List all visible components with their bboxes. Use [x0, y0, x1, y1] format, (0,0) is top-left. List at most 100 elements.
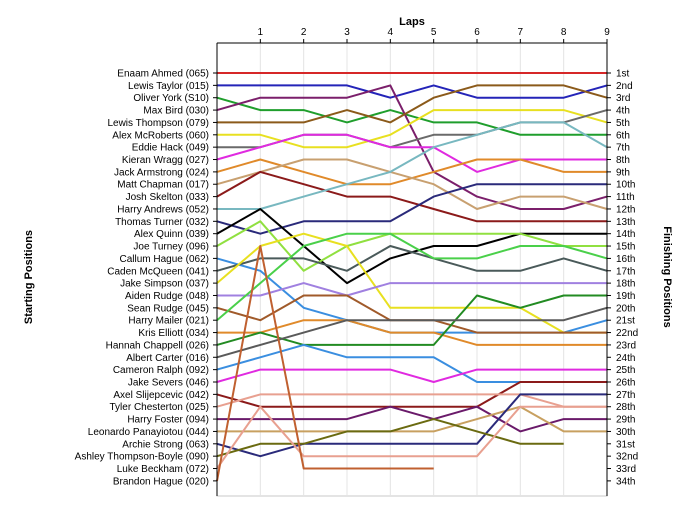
- series-line: [216, 170, 607, 223]
- finishing-position-label: 31st: [616, 439, 635, 450]
- series-line: [217, 319, 607, 346]
- starting-position-label: Hannah Chappell (026): [106, 340, 209, 351]
- series-line: [216, 393, 607, 458]
- finishing-position-label: 14th: [616, 229, 635, 240]
- y-axis-left-title: Starting Positions: [23, 230, 35, 324]
- series-line: [216, 245, 608, 272]
- starting-position-label: Thomas Turner (032): [115, 217, 209, 228]
- finishing-position-label: 22nd: [616, 328, 638, 339]
- finishing-position-label: 21st: [616, 316, 635, 327]
- x-tick-label: 5: [431, 27, 437, 38]
- starting-position-label: Cameron Ralph (092): [113, 365, 209, 376]
- starting-position-label: Harry Andrews (052): [117, 204, 209, 215]
- series-line: [217, 405, 607, 433]
- starting-position-label: Alex Quinn (039): [134, 229, 209, 240]
- series-line: [216, 158, 608, 210]
- starting-position-label: Luke Beckham (072): [117, 464, 209, 475]
- starting-position-label: Tyler Chesterton (025): [110, 402, 210, 413]
- finishing-position-label: 16th: [616, 254, 635, 265]
- finishing-position-label: 28th: [616, 402, 635, 413]
- finishing-position-label: 8th: [616, 155, 630, 166]
- series-line: [216, 245, 434, 482]
- finishing-position-label: 34th: [616, 476, 635, 487]
- starting-position-label: Max Bird (030): [143, 106, 209, 117]
- y-axis-right-title: Finishing Positions: [661, 226, 673, 327]
- finishing-position-label: 17th: [616, 266, 635, 277]
- series-line: [217, 282, 607, 297]
- series-line: [216, 220, 607, 272]
- starting-position-label: Jack Armstrong (024): [114, 167, 209, 178]
- starting-position-label: Enaam Ahmed (065): [117, 69, 209, 80]
- finishing-position-label: 2nd: [616, 81, 633, 92]
- finishing-position-label: 7th: [616, 143, 630, 154]
- finishing-position-label: 20th: [616, 303, 635, 314]
- finishing-position-label: 15th: [616, 242, 635, 253]
- starting-position-label: Josh Skelton (033): [126, 192, 209, 203]
- finishing-position-label: 5th: [616, 118, 630, 129]
- x-axis-ticks: 1 2 3 4 5 6 7 8 9: [217, 27, 610, 44]
- starting-position-label: Callum Hague (062): [120, 254, 210, 265]
- x-tick-label: 7: [518, 27, 524, 38]
- starting-position-label: Kieran Wragg (027): [122, 155, 209, 166]
- chart-title: Laps: [399, 16, 425, 28]
- series-line: [217, 84, 608, 99]
- starting-position-label: Archie Strong (063): [122, 439, 209, 450]
- series-lines: [216, 72, 608, 482]
- finishing-position-label: 9th: [616, 167, 630, 178]
- starting-position-label: Oliver York (S10): [133, 93, 209, 104]
- finishing-position-label: 6th: [616, 130, 630, 141]
- series-line: [216, 405, 607, 470]
- series-line: [216, 133, 607, 173]
- x-tick-label: 2: [301, 27, 307, 38]
- finishing-position-label: 33rd: [616, 464, 636, 475]
- series-line: [216, 381, 607, 408]
- finishing-position-label: 4th: [616, 106, 630, 117]
- finishing-position-label: 18th: [616, 279, 635, 290]
- finishing-position-label: 26th: [616, 378, 635, 389]
- finishing-position-label: 29th: [616, 415, 635, 426]
- starting-position-label: Ashley Thompson-Boyle (090): [75, 452, 209, 463]
- series-line: [217, 121, 608, 210]
- series-line: [216, 418, 564, 458]
- starting-position-label: Jake Simpson (037): [120, 279, 209, 290]
- starting-position-label: Lewis Thompson (079): [107, 118, 209, 129]
- starting-position-label: Eddie Hack (049): [132, 143, 209, 154]
- finishing-position-label: 19th: [616, 291, 635, 302]
- series-line: [216, 368, 607, 383]
- starting-position-label: Aiden Rudge (048): [125, 291, 209, 302]
- series-line: [216, 393, 607, 408]
- x-tick-label: 1: [258, 27, 264, 38]
- series-line: [216, 232, 608, 321]
- starting-position-labels: Enaam Ahmed (065)Lewis Taylor (015)Olive…: [75, 43, 218, 496]
- finishing-position-label: 27th: [616, 390, 635, 401]
- finishing-position-label: 13th: [616, 217, 635, 228]
- starting-position-label: Albert Carter (016): [126, 353, 209, 364]
- series-line: [216, 306, 608, 359]
- finishing-position-label: 3rd: [616, 93, 630, 104]
- finishing-position-label: 11th: [616, 192, 635, 203]
- finishing-position-label: 25th: [616, 365, 635, 376]
- starting-position-label: Caden McQueen (041): [107, 266, 209, 277]
- x-tick-label: 4: [388, 27, 394, 38]
- starting-position-label: Sean Rudge (045): [127, 303, 209, 314]
- starting-position-label: Brandon Hague (020): [113, 476, 209, 487]
- x-tick-label: 8: [561, 27, 567, 38]
- x-tick-label: 9: [604, 27, 610, 38]
- finishing-position-label: 30th: [616, 427, 635, 438]
- series-line: [216, 96, 607, 136]
- starting-position-label: Matt Chapman (017): [117, 180, 209, 191]
- starting-position-label: Lewis Taylor (015): [128, 81, 209, 92]
- starting-position-label: Joe Turney (096): [133, 242, 209, 253]
- series-line: [216, 84, 608, 210]
- starting-position-label: Harry Foster (094): [127, 415, 209, 426]
- x-tick-label: 3: [344, 27, 350, 38]
- finishing-position-label: 1st: [616, 69, 630, 80]
- starting-position-label: Axel Slijepcevic (042): [113, 390, 209, 401]
- finishing-position-label: 23rd: [616, 340, 636, 351]
- x-tick-label: 6: [474, 27, 480, 38]
- starting-position-label: Jake Severs (046): [128, 378, 209, 389]
- finishing-position-label: 12th: [616, 204, 635, 215]
- starting-position-label: Harry Mailer (021): [128, 316, 209, 327]
- starting-position-label: Kris Elliott (034): [138, 328, 209, 339]
